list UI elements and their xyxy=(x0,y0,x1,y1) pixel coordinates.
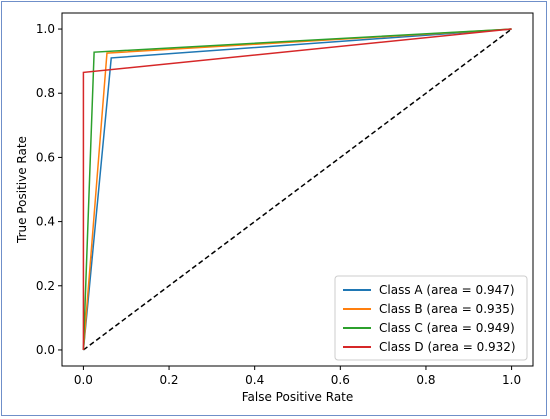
x-tick-label: 0.6 xyxy=(331,373,350,387)
y-tick-label: 0.4 xyxy=(36,215,55,229)
legend-box xyxy=(334,275,528,361)
x-tick-label: 0.2 xyxy=(159,373,178,387)
x-tick-label: 1.0 xyxy=(502,373,521,387)
y-tick-label: 0.8 xyxy=(36,86,55,100)
chance-line xyxy=(82,28,513,351)
y-tick-label: 0.6 xyxy=(36,150,55,164)
plot-area xyxy=(61,12,534,367)
legend: Class A (area = 0.947) Class B (area = 0.… xyxy=(334,275,528,361)
series-line-a xyxy=(82,28,512,351)
y-axis-label: True Positive Rate xyxy=(15,136,29,244)
y-tick-label: 0.2 xyxy=(36,279,55,293)
legend-entry: Class A (area = 0.947) xyxy=(379,283,515,297)
x-axis-label: False Positive Rate xyxy=(242,390,354,404)
legend-entry: Class D (area = 0.932) xyxy=(379,340,516,354)
series-line-c xyxy=(82,28,512,350)
legend-entry: Class B (area = 0.935) xyxy=(379,302,515,316)
y-tick-label: 1.0 xyxy=(36,22,55,36)
y-tick-label: 0.0 xyxy=(36,343,55,357)
series-line-d xyxy=(82,28,512,350)
x-tick-label: 0.8 xyxy=(416,373,435,387)
legend-entry: Class C (area = 0.949) xyxy=(379,321,515,335)
x-tick-label: 0.0 xyxy=(74,373,93,387)
x-tick-label: 0.4 xyxy=(245,373,264,387)
